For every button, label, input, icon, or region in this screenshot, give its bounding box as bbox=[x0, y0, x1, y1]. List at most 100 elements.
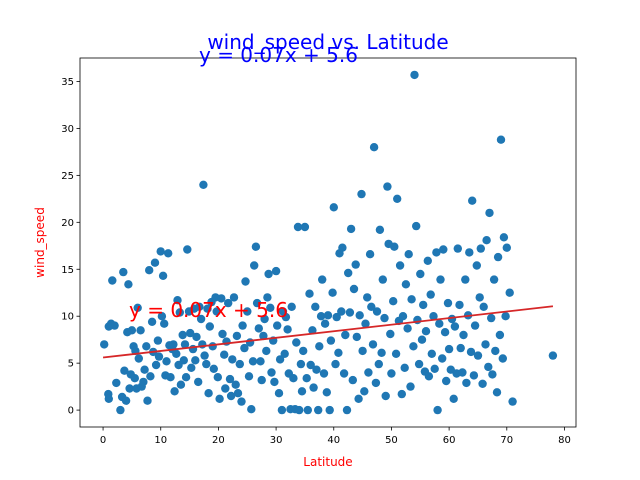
data-point bbox=[293, 222, 303, 232]
data-point bbox=[475, 293, 484, 302]
x-tick-label: 60 bbox=[443, 435, 456, 446]
data-point bbox=[196, 314, 206, 324]
data-point bbox=[368, 340, 378, 349]
data-point bbox=[450, 322, 460, 331]
data-point bbox=[151, 360, 161, 370]
axes-frame bbox=[79, 57, 577, 428]
data-point bbox=[391, 349, 401, 358]
regression-line-group bbox=[102, 305, 554, 359]
x-tick-label: 10 bbox=[154, 435, 167, 446]
data-point bbox=[354, 394, 363, 403]
data-point bbox=[326, 336, 336, 345]
data-point bbox=[170, 387, 179, 396]
data-point bbox=[439, 245, 448, 254]
y-tick-label: 15 bbox=[61, 265, 74, 276]
data-point bbox=[493, 252, 503, 262]
data-point bbox=[209, 364, 218, 373]
data-point bbox=[287, 302, 296, 311]
data-point bbox=[136, 326, 145, 335]
y-tick-label: 35 bbox=[61, 77, 74, 88]
data-point bbox=[104, 394, 114, 403]
data-point bbox=[338, 243, 347, 252]
data-point bbox=[200, 351, 209, 360]
data-point bbox=[169, 340, 178, 349]
data-point bbox=[257, 375, 266, 385]
regression-line bbox=[102, 305, 554, 359]
data-point bbox=[346, 224, 356, 234]
data-point bbox=[489, 275, 499, 284]
data-point bbox=[281, 312, 291, 322]
data-point bbox=[108, 276, 117, 285]
data-point bbox=[147, 317, 157, 326]
y-tick-label: 30 bbox=[61, 124, 74, 135]
data-point bbox=[349, 284, 359, 294]
data-point bbox=[398, 312, 408, 321]
data-point bbox=[440, 328, 450, 337]
data-point bbox=[231, 380, 240, 389]
data-point bbox=[505, 288, 514, 297]
data-point bbox=[247, 405, 256, 414]
data-point bbox=[501, 312, 510, 321]
data-point bbox=[426, 290, 435, 299]
data-point bbox=[342, 405, 352, 415]
data-point bbox=[241, 277, 250, 286]
data-point bbox=[308, 326, 317, 335]
data-point bbox=[251, 242, 261, 251]
data-point bbox=[481, 340, 490, 349]
data-point bbox=[133, 303, 142, 312]
data-point bbox=[380, 313, 389, 323]
data-point bbox=[479, 302, 488, 311]
data-point bbox=[202, 359, 211, 369]
data-point bbox=[499, 233, 509, 242]
data-point bbox=[181, 373, 191, 382]
data-point bbox=[381, 391, 390, 401]
x-axis-label: Latitude bbox=[303, 455, 352, 469]
data-point bbox=[180, 340, 190, 349]
data-point bbox=[199, 180, 208, 189]
data-point bbox=[444, 344, 454, 354]
data-point bbox=[277, 405, 287, 415]
data-point bbox=[429, 312, 438, 321]
data-point bbox=[164, 249, 173, 258]
y-tick-label: 10 bbox=[61, 312, 74, 323]
data-point bbox=[259, 331, 268, 341]
data-point bbox=[461, 275, 470, 284]
data-point bbox=[325, 405, 334, 415]
data-point bbox=[364, 368, 373, 377]
data-point bbox=[352, 332, 361, 342]
data-point bbox=[409, 342, 418, 351]
data-point bbox=[319, 369, 329, 378]
data-point bbox=[306, 360, 315, 370]
data-point bbox=[212, 307, 221, 316]
data-point bbox=[112, 378, 121, 388]
data-point bbox=[160, 319, 169, 328]
data-point bbox=[116, 405, 125, 415]
data-point bbox=[208, 342, 217, 351]
data-point bbox=[260, 314, 269, 324]
data-point bbox=[389, 297, 398, 306]
data-point bbox=[264, 269, 273, 279]
axis-ticks: 0 10 20 30 40 50 60 70 80 0 5 10 15 20 25 30 35 bbox=[61, 77, 571, 446]
data-point bbox=[195, 302, 204, 311]
data-point bbox=[153, 336, 163, 345]
data-point bbox=[297, 387, 307, 396]
data-point bbox=[470, 321, 480, 330]
x-tick-label: 30 bbox=[270, 435, 283, 446]
data-point bbox=[363, 293, 372, 302]
data-point bbox=[473, 351, 483, 360]
data-point bbox=[237, 397, 246, 406]
data-point bbox=[305, 289, 314, 298]
data-point bbox=[337, 307, 346, 316]
data-point bbox=[498, 354, 507, 363]
scatter-points bbox=[100, 70, 558, 415]
data-point bbox=[360, 387, 369, 396]
data-point bbox=[145, 266, 154, 275]
data-point bbox=[383, 182, 392, 191]
data-point bbox=[254, 324, 263, 333]
data-point bbox=[488, 370, 497, 379]
data-point bbox=[100, 340, 109, 349]
data-point bbox=[280, 349, 289, 358]
data-point bbox=[203, 304, 212, 313]
data-point bbox=[139, 377, 148, 387]
data-point bbox=[469, 371, 479, 380]
